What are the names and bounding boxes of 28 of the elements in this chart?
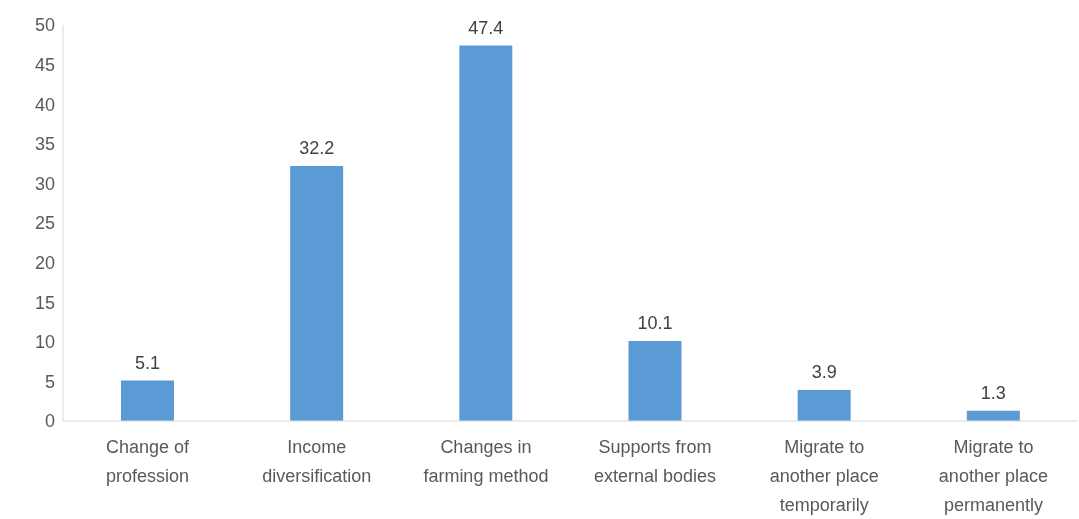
x-tick-label: Changes in farming method [423,437,549,486]
y-tick-label: 15 [34,292,55,313]
y-tick-label: 20 [34,252,55,273]
y-tick-label: 40 [34,94,55,115]
y-tick-label: 45 [34,54,55,75]
x-tick-label: Migrate to another place temporarily [769,437,879,515]
bar [121,380,174,421]
data-label: 47.4 [468,17,504,38]
x-tick-label: Migrate to another place permanently [938,437,1048,515]
data-label: 3.9 [811,362,837,383]
x-tick-label: Change of profession [106,437,191,486]
y-tick-label: 35 [34,134,55,155]
y-tick-label: 10 [34,332,55,353]
data-label: 5.1 [134,352,161,373]
data-label: 10.1 [637,313,673,334]
x-tick-label: Supports from external bodies [594,437,717,486]
x-tick-label: Income diversification [262,437,372,486]
bar [628,341,682,421]
data-label: 1.3 [980,382,1006,403]
y-tick-label: 5 [44,371,55,392]
y-tick-label: 0 [44,411,55,432]
y-tick-label: 30 [34,173,55,194]
bar [290,165,344,421]
data-label: 32.2 [299,137,335,158]
bar [459,45,513,421]
bar [797,390,851,421]
y-tick-label: 25 [34,213,55,234]
y-tick-label: 50 [34,15,55,36]
